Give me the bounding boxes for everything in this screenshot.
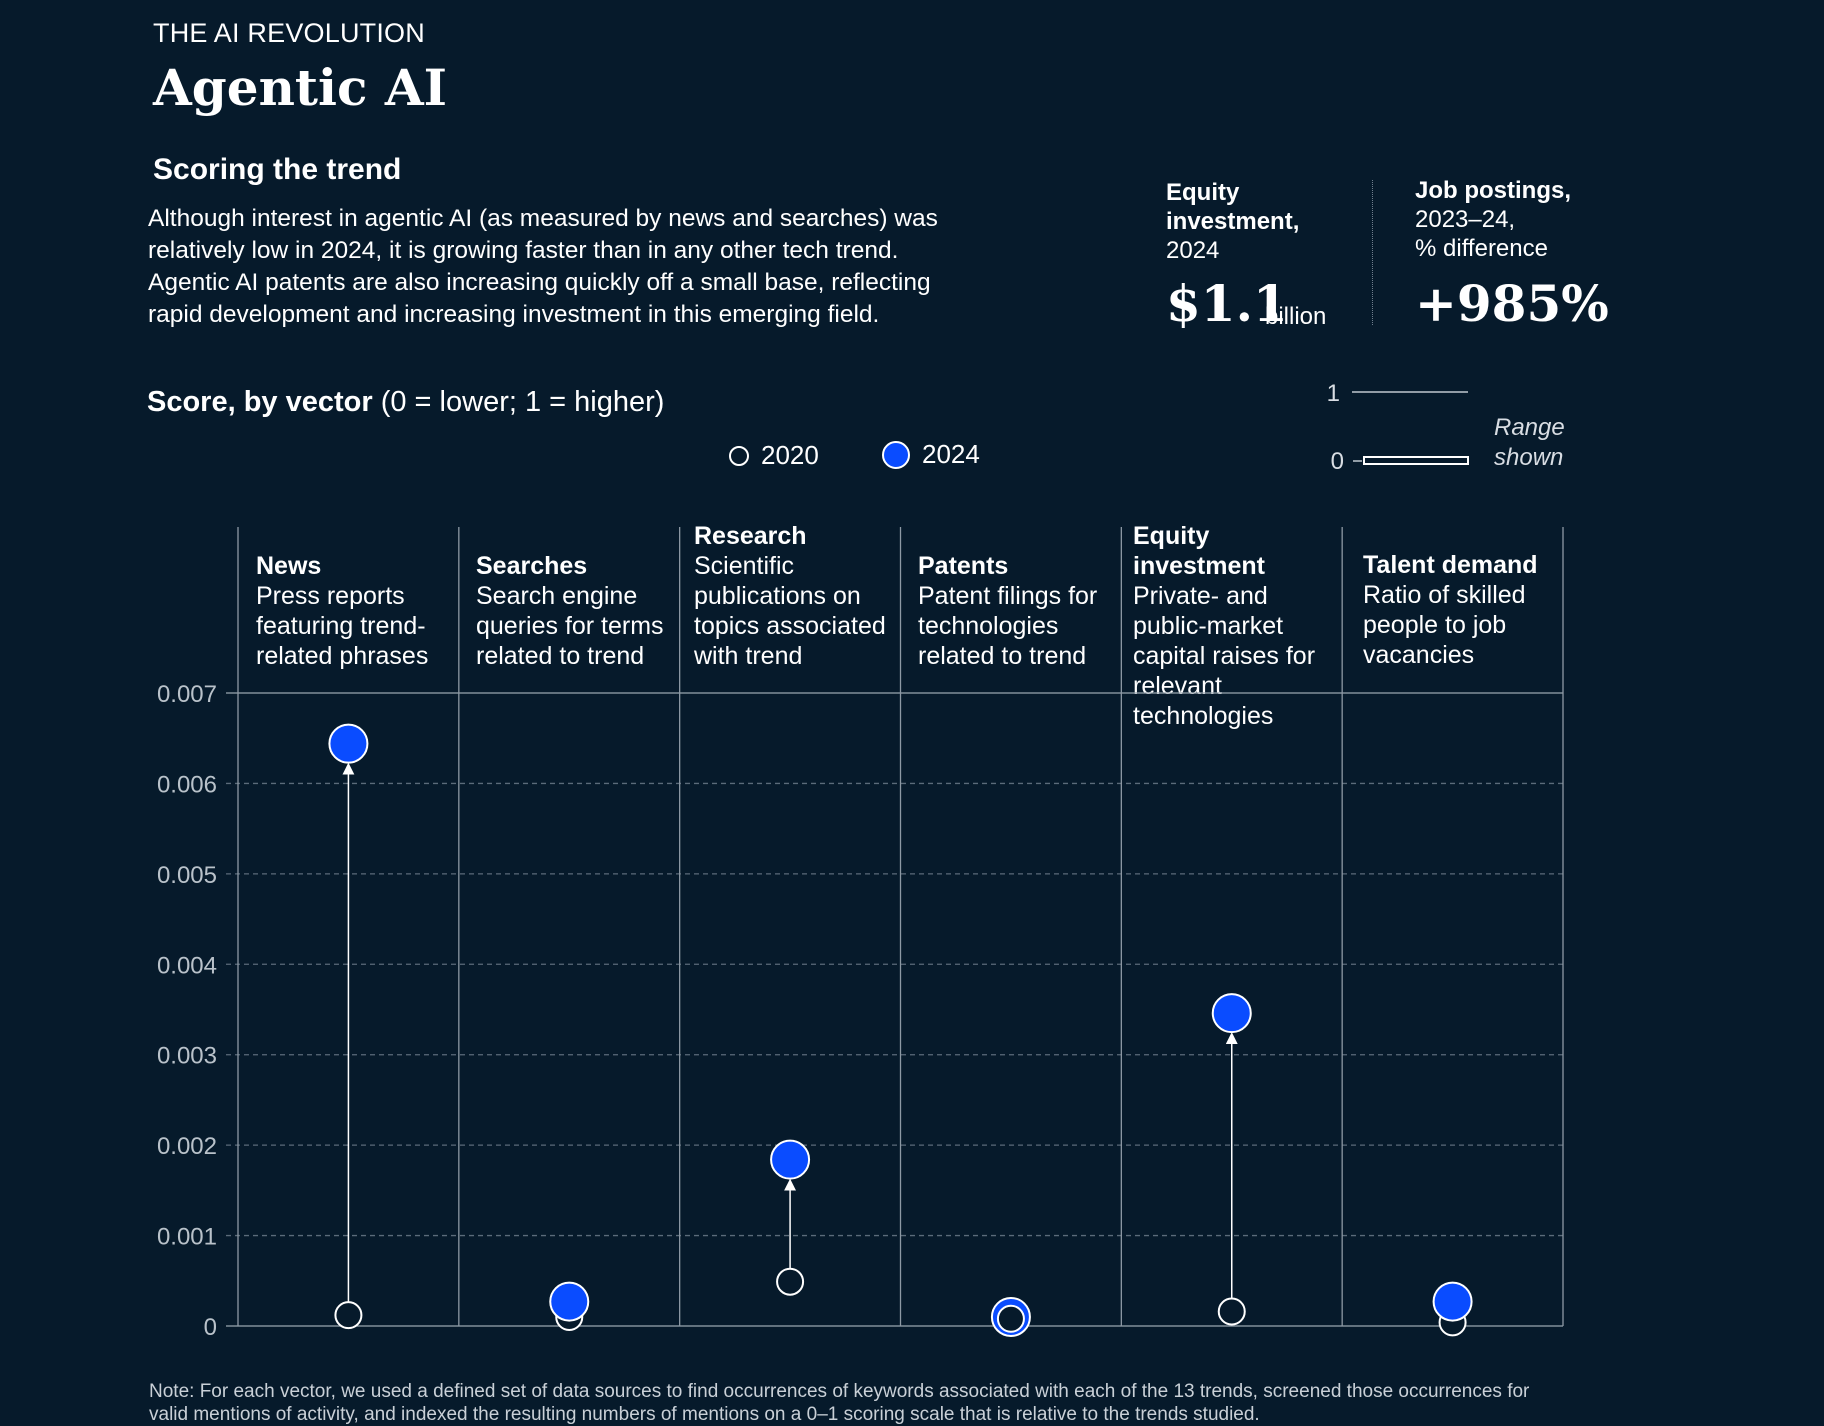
equity-unit: billion	[1265, 303, 1327, 330]
equity-label: Equity investment, 2024	[1166, 178, 1366, 265]
y-tick-label: 0.007	[157, 681, 217, 708]
column-desc-searches: Search engine queries for terms related …	[476, 582, 664, 670]
equity-value: $1.1	[1166, 274, 1288, 333]
y-tick-label: 0.006	[157, 771, 217, 798]
y-tick-label: 0.002	[157, 1133, 217, 1160]
column-title-searches: Searches	[476, 552, 588, 580]
jobs-label-sub1: 2023–24,	[1415, 206, 1516, 233]
point-2024	[1211, 993, 1252, 1034]
kpi-divider	[1372, 180, 1373, 325]
legend-2020: 2020	[729, 440, 819, 471]
legend-2024-label: 2024	[922, 439, 980, 469]
column-header-equity: Equity investment Private- and public-ma…	[1133, 521, 1348, 731]
description: Although interest in agentic AI (as meas…	[148, 205, 938, 328]
footnote: Note: For each vector, we used a defined…	[149, 1381, 1530, 1425]
scatter-chart: 0 0.001 0.002 0.003 0.004 0.005 0.006 0.007	[157, 527, 1564, 1341]
legend-2024-marker	[882, 440, 910, 469]
column-title-research: Research	[694, 522, 807, 550]
range-top-tick: 1	[1327, 380, 1340, 407]
column-desc-talent: Ratio of skilled people to job vacancies	[1363, 581, 1526, 669]
y-tick-label: 0.005	[157, 862, 217, 889]
point-2020	[334, 1301, 363, 1330]
score-label-rest: (0 = lower; 1 = higher)	[372, 386, 665, 418]
column-header-talent: Talent demand Ratio of skilled people to…	[1363, 550, 1563, 670]
legend-2024: 2024	[882, 439, 980, 470]
jobs-label: Job postings, 2023–24, % difference	[1415, 176, 1635, 263]
column-header-news: News Press reports featuring trend-relat…	[256, 551, 466, 671]
point-2024	[770, 1139, 811, 1180]
column-desc-equity: Private- and public-market capital raise…	[1133, 582, 1316, 730]
jobs-label-sub2: % difference	[1415, 235, 1548, 262]
point-2024	[328, 723, 369, 764]
legend-2020-label: 2020	[761, 440, 819, 470]
column-desc-patents: Patent filings for technologies related …	[918, 582, 1098, 670]
legend-2020-marker	[729, 445, 749, 466]
range-bottom-tick: 0	[1331, 448, 1344, 475]
column-title-patents: Patents	[918, 552, 1009, 580]
y-tick-label: 0	[204, 1314, 217, 1341]
range-shown-bar	[1363, 456, 1469, 465]
jobs-value: +985%	[1415, 274, 1609, 333]
jobs-label-bold: Job postings,	[1415, 177, 1571, 204]
range-label: Range shown	[1494, 413, 1565, 473]
score-label-bold: Score, by vector	[147, 386, 373, 418]
column-title-talent: Talent demand	[1363, 551, 1538, 579]
score-label: Score, by vector (0 = lower; 1 = higher)	[147, 386, 664, 419]
column-header-patents: Patents Patent filings for technologies …	[918, 551, 1128, 671]
equity-label-bold: Equity investment,	[1166, 179, 1300, 235]
column-header-searches: Searches Search engine queries for terms…	[476, 551, 686, 671]
column-desc-research: Scientific publications on topics associ…	[694, 552, 886, 670]
point-2024	[1432, 1281, 1473, 1322]
range-indicator: 1 0	[1327, 380, 1469, 475]
column-header-research: Research Scientific publications on topi…	[694, 521, 904, 671]
y-tick-label: 0.003	[157, 1043, 217, 1070]
eyebrow: THE AI REVOLUTION	[153, 18, 425, 48]
column-title-news: News	[256, 552, 322, 580]
point-2024	[549, 1281, 590, 1322]
point-2020	[1217, 1297, 1246, 1326]
section-title: Scoring the trend	[153, 153, 402, 186]
range-label-line1: Range	[1494, 414, 1565, 441]
y-tick-label: 0.001	[157, 1224, 217, 1251]
column-desc-news: Press reports featuring trend-related ph…	[256, 582, 429, 670]
range-label-line2: shown	[1494, 444, 1564, 471]
column-title-equity: Equity investment	[1133, 522, 1265, 580]
page-title: Agentic AI	[153, 58, 448, 117]
equity-label-sub: 2024	[1166, 237, 1220, 264]
point-2020	[776, 1267, 805, 1296]
point-2020-overlay	[996, 1304, 1025, 1333]
y-tick-label: 0.004	[157, 952, 217, 979]
